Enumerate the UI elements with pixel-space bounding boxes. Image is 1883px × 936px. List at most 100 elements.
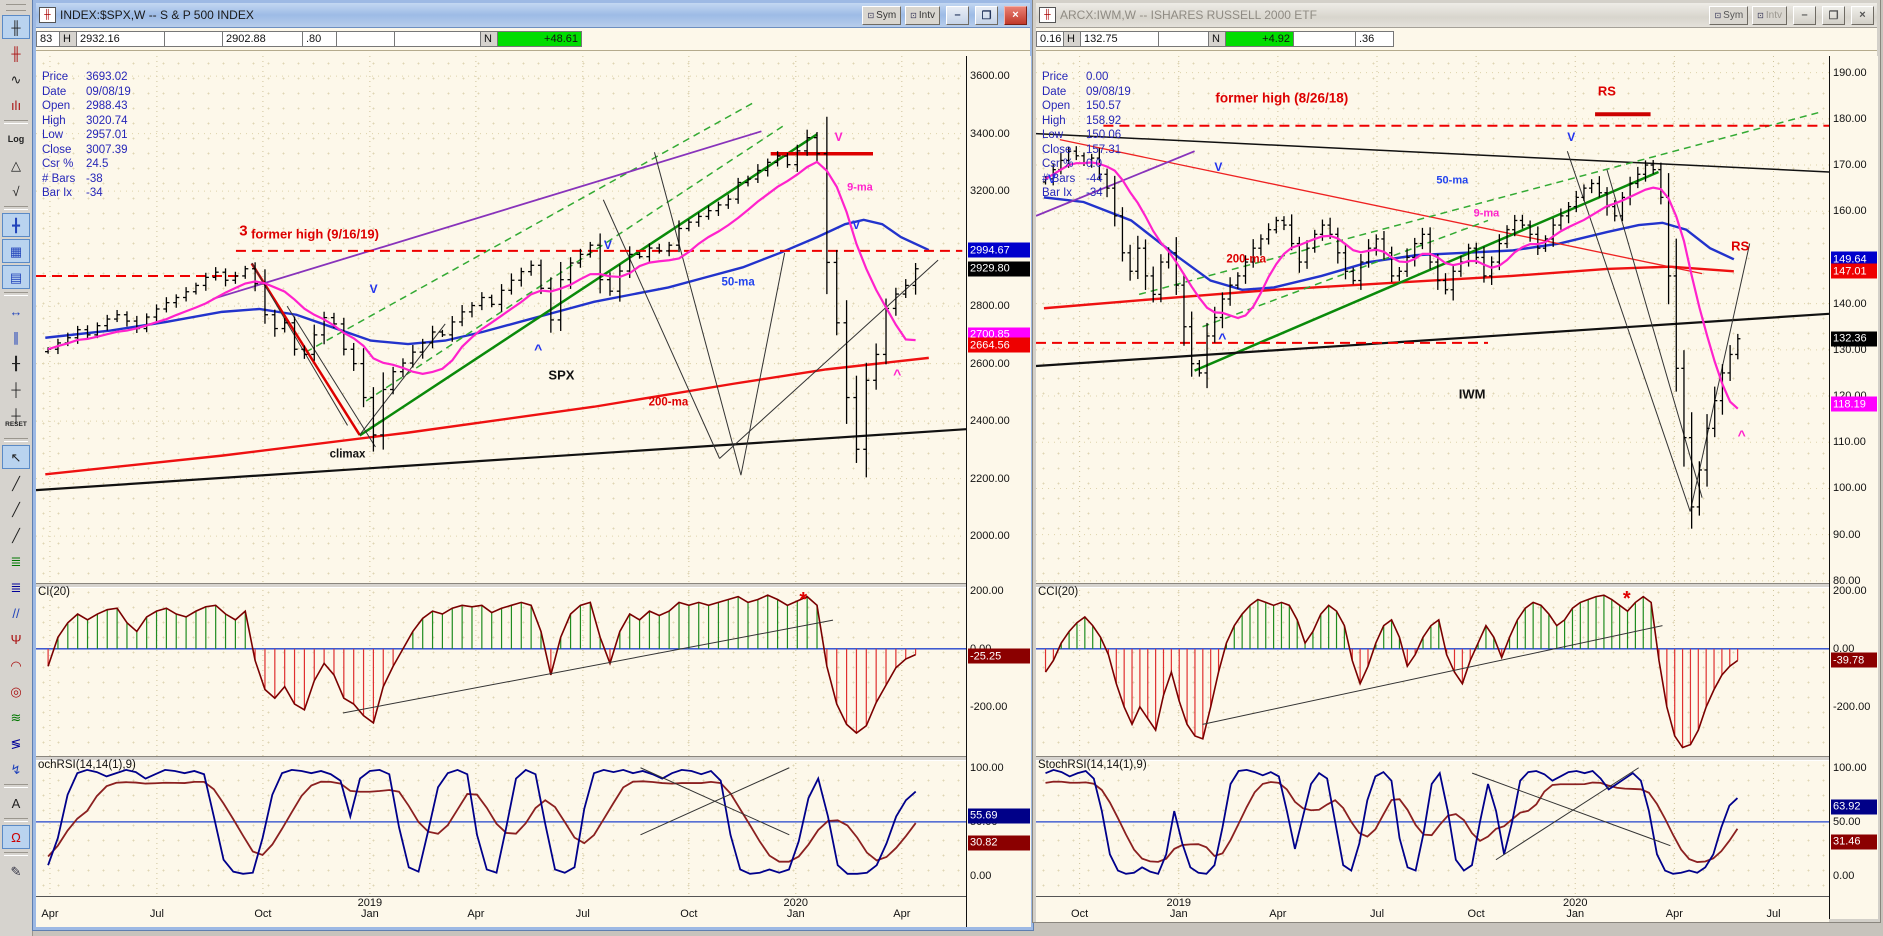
panel-divider[interactable]: [1036, 583, 1877, 588]
price-panel[interactable]: former high (8/26/18) RS RS IWM 200-ma 50-ma 9…: [1036, 56, 1829, 585]
intv-button[interactable]: ⊡ Intv: [1752, 5, 1787, 25]
pointer-tool-icon[interactable]: ↖: [2, 445, 30, 469]
trendline-tool-icon[interactable]: ╱: [12, 475, 20, 491]
colored-bar-style-tool-icon[interactable]: ╫: [11, 45, 21, 61]
minimize-button[interactable]: –: [946, 5, 969, 25]
sym-button[interactable]: ⊡ Sym: [862, 5, 902, 25]
quote-cell: [1159, 31, 1209, 47]
time-axis-label: Jul: [1766, 909, 1780, 920]
stochrsi-trendline: [641, 768, 790, 835]
month-label: Jan: [1566, 908, 1585, 920]
price-axis[interactable]: 3600.00 3400.00 3200.00 2800.00 2600.00 2400.…: [966, 56, 1031, 927]
arc-tool-icon[interactable]: ◠: [10, 657, 22, 673]
ma9-label: 9-ma: [847, 181, 873, 194]
volume-style-tool-icon[interactable]: ılı: [10, 97, 22, 113]
bar-spacing-increase-tool-icon[interactable]: ╂: [12, 355, 20, 371]
titlebar[interactable]: ╫ INDEX:$SPX,W -- S & P 500 INDEX ⊡ Sym ⊡ Int…: [36, 3, 1030, 28]
indicator-line-tool-icon[interactable]: √: [12, 183, 20, 199]
minimize-button[interactable]: –: [1793, 5, 1816, 25]
quote-strip: 83 H 2932.16 2902.88.80 N +48.61: [36, 28, 1030, 51]
titlebar[interactable]: ╫ ARCX:IWM,W -- ISHARES RUSSELL 2000 ETF ⊡…: [1036, 3, 1877, 28]
time-axis-label: Apr: [893, 909, 910, 920]
cci-panel[interactable]: CCI(20) *: [1036, 585, 1829, 758]
bar-style-tool-icon[interactable]: ╫: [2, 15, 30, 39]
stochrsi-value-box: 63.92: [1831, 799, 1877, 815]
crosshair-tool-icon[interactable]: ╋: [2, 213, 30, 237]
stochrsi-value-box: 30.82: [968, 835, 1030, 851]
stochrsi-panel[interactable]: ochRSI(14,14(1),9): [36, 758, 966, 896]
text-tool-icon[interactable]: A: [11, 795, 21, 811]
divergence-star: *: [799, 588, 808, 611]
area-style-tool-icon[interactable]: △: [11, 157, 21, 173]
intv-button[interactable]: ⊡ Intv: [905, 5, 940, 25]
log-scale-tool-icon[interactable]: Log: [7, 133, 25, 144]
control-strip-tool-icon[interactable]: ▤: [2, 265, 30, 289]
toolbar-separator: [4, 852, 28, 856]
time-axis[interactable]: Apr Jul Oct 2019 Jan Apr Jul Oct 2020 Jan Apr: [36, 896, 966, 922]
fib-levels-tool-icon[interactable]: ≣: [10, 553, 22, 569]
line-style-tool-icon[interactable]: ∿: [10, 71, 22, 87]
data-window-tool-icon[interactable]: ▦: [2, 239, 30, 263]
overlay-key: Low: [1042, 129, 1064, 141]
panel-divider[interactable]: [1036, 756, 1877, 761]
axis-tick-label: 2200.00: [970, 472, 1010, 485]
intv-button-icon: ⊡: [910, 10, 917, 20]
overlay-row: Bar Ix -34: [42, 186, 131, 201]
month-label: Jul: [149, 908, 164, 920]
price-panel[interactable]: 3 former high (9/16/19) climax SPX 200-ma 50-…: [36, 56, 966, 585]
time-axis[interactable]: Oct 2019 Jan Apr Jul Oct 2020 Jan Apr Jul: [1036, 896, 1829, 922]
maximize-button[interactable]: ❐: [1822, 5, 1845, 25]
reset-scale-tool-icon[interactable]: ┼ RESET: [2, 403, 30, 435]
panel-divider[interactable]: [36, 756, 1030, 761]
crash-line-1: [654, 152, 740, 475]
ray-line-tool-icon[interactable]: ╱: [12, 527, 20, 543]
cci-value-box: -39.78: [1831, 652, 1877, 668]
notes-tool-icon[interactable]: ✎: [10, 863, 22, 879]
panel-divider[interactable]: [36, 583, 1030, 588]
pitchfork-tool-icon[interactable]: Ψ: [10, 631, 22, 647]
crash-line-2: [603, 200, 719, 459]
sym-button[interactable]: ⊡ Sym: [1709, 5, 1749, 25]
overlay-row: Price 3693.02: [42, 70, 131, 85]
stochrsi-panel[interactable]: StochRSI(14,14(1),9): [1036, 758, 1829, 896]
multi-trend-tool-icon[interactable]: ≶: [10, 735, 22, 751]
chart-window-spx[interactable]: ╫ INDEX:$SPX,W -- S & P 500 INDEX ⊡ Sym ⊡ Int…: [32, 0, 1034, 931]
quote-cell: +48.61: [498, 31, 582, 47]
price-axis[interactable]: 190.00180.00170.00160.00140.00130.00120.…: [1829, 56, 1878, 919]
wave-tool-icon[interactable]: ≋: [10, 709, 22, 725]
axis-tick-label: 170.00: [1833, 159, 1867, 172]
overlay-row: High 3020.74: [42, 114, 131, 129]
quote-cell: +4.92: [1226, 31, 1294, 47]
quote-cell: 0.16: [1036, 31, 1064, 47]
stochrsi-signal-line: [48, 781, 916, 861]
segment-line-tool-icon[interactable]: ╱: [12, 501, 20, 517]
close-button[interactable]: ×: [1851, 5, 1874, 25]
overlay-row: Low 2957.01: [42, 128, 131, 143]
zoom-vertical-tool-icon[interactable]: ∥: [12, 329, 20, 345]
cycle-tool-icon[interactable]: ◎: [10, 683, 22, 699]
quote-cell: 2932.16: [77, 31, 165, 47]
maximize-button[interactable]: ❐: [975, 5, 998, 25]
close-button[interactable]: ×: [1004, 5, 1027, 25]
time-axis-label: 2020 Jan: [1563, 898, 1587, 920]
magnet-snap-tool-icon[interactable]: Ω: [2, 825, 30, 849]
zoom-horizontal-tool-icon[interactable]: ↔: [9, 303, 23, 319]
fib-fan-tool-icon[interactable]: ≣: [10, 579, 22, 595]
overlay-value: 2988.43: [86, 100, 128, 112]
month-label: Apr: [1665, 908, 1683, 920]
drawing-toolbar: ╫ ╫ ∿ ılı Log △ √ ╋ ▦ ▤ ↔ ∥ ╂ ┼ ┼ RESET ↖ ╱ ╱ ╱ ≣ ≣ // Ψ ◠ ◎ ≋ ≶ ↯ A Ω…: [0, 0, 33, 936]
cci-panel[interactable]: CI(20) *: [36, 585, 966, 758]
climax-label: climax: [329, 448, 366, 461]
cci-label: CI(20): [38, 586, 70, 598]
channel-tool-icon[interactable]: //: [12, 605, 20, 621]
bar-spacing-decrease-tool-icon[interactable]: ┼: [11, 381, 21, 397]
chart-window-iwm[interactable]: ╫ ARCX:IWM,W -- ISHARES RUSSELL 2000 ETF ⊡…: [1032, 0, 1881, 923]
v-mark: V: [852, 218, 861, 233]
former-high-label: former high (8/26/18): [1215, 90, 1349, 106]
toolbar-separator: [4, 120, 28, 124]
zigzag-tool-icon[interactable]: ↯: [10, 761, 22, 777]
v-mark: V: [369, 282, 378, 297]
overlay-key: Open: [42, 100, 71, 112]
axis-tick-label: 140.00: [1833, 297, 1867, 310]
purple-trendline: [213, 131, 762, 299]
